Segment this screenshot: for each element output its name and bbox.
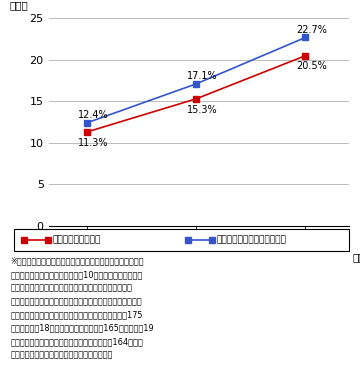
- Text: オンライン利用促進対象手続: オンライン利用促進対象手続: [217, 236, 287, 244]
- Text: のうち、目標未設定の４種類は除外している: のうち、目標未設定の４種類は除外している: [11, 350, 113, 360]
- Text: 11.3%: 11.3%: [78, 138, 109, 148]
- FancyBboxPatch shape: [14, 229, 349, 251]
- Text: して定めたものである。ただし、手続数は、オンライン利: して定めたものである。ただし、手続数は、オンライン利: [11, 297, 142, 306]
- Text: 年度については、廃止された１手続を除いた164手続）: 年度については、廃止された１手続を除いた164手続）: [11, 337, 143, 346]
- Text: 17.1%: 17.1%: [188, 72, 218, 81]
- Text: 用促進対象手続（平成１７年度の行動計画策定時：175: 用促進対象手続（平成１７年度の行動計画策定時：175: [11, 310, 143, 319]
- Text: 種類、平成18年度の行動計画改定時：165種類、平成19: 種類、平成18年度の行動計画改定時：165種類、平成19: [11, 324, 154, 333]
- Text: ライン利用に関する企業ニーズの高い手続等を対象と: ライン利用に関する企業ニーズの高い手続等を対象と: [11, 283, 132, 292]
- Text: 申請件数の多い（年間申請件数10万件以上）手続、オン: 申請件数の多い（年間申請件数10万件以上）手続、オン: [11, 270, 143, 279]
- Text: 12.4%: 12.4%: [78, 110, 109, 120]
- Text: 全申請・届出等手続: 全申請・届出等手続: [53, 236, 101, 244]
- Text: 15.3%: 15.3%: [188, 105, 218, 115]
- Text: ※　オンライン利用促進対象手続は、各府省において、年間: ※ オンライン利用促進対象手続は、各府省において、年間: [11, 257, 144, 266]
- Text: 22.7%: 22.7%: [297, 25, 328, 35]
- Text: 20.5%: 20.5%: [297, 61, 328, 72]
- Text: （年度）: （年度）: [352, 252, 360, 263]
- Text: （％）: （％）: [9, 0, 28, 10]
